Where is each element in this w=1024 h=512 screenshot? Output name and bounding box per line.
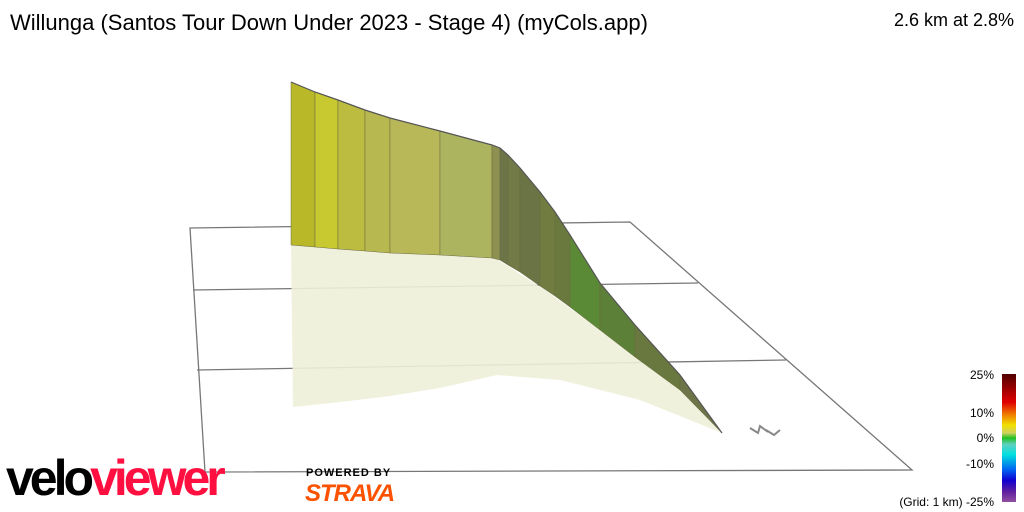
logo-velo: velo <box>6 450 94 506</box>
strava-logo[interactable]: STRAVA <box>305 480 395 507</box>
wall-segment <box>290 81 316 248</box>
wall-segment <box>554 211 571 308</box>
wall-segment <box>439 130 493 259</box>
wall-segment <box>507 154 521 273</box>
wall-segment <box>364 109 391 254</box>
veloviewer-logo[interactable]: veloviewer <box>6 450 226 506</box>
legend-label-neg10: -10% <box>965 457 994 471</box>
elevation-wall <box>290 81 723 434</box>
legend-label-neg25: (Grid: 1 km) -25% <box>899 495 994 509</box>
wall-segment <box>499 147 509 266</box>
wall-segment <box>539 191 556 297</box>
page-title: Willunga (Santos Tour Down Under 2023 - … <box>10 10 648 35</box>
wall-segment <box>314 91 339 250</box>
wall-segment <box>491 144 501 261</box>
legend-label-0: 0% <box>976 431 994 445</box>
wall-segment <box>519 167 541 287</box>
powered-by-label: POWERED BY <box>306 467 392 479</box>
legend-label-25: 25% <box>969 368 994 382</box>
climb-summary: 2.6 km at 2.8% <box>893 10 1014 30</box>
legend-label-10: 10% <box>969 406 994 420</box>
north-arrow-icon <box>749 424 781 437</box>
profile-shadow <box>291 245 722 433</box>
gradient-color-scale <box>1002 374 1016 502</box>
profile-top-edge <box>290 81 723 434</box>
wall-segment <box>337 99 366 252</box>
logo-viewer: viewer <box>90 450 226 506</box>
wall-segment <box>389 117 441 256</box>
